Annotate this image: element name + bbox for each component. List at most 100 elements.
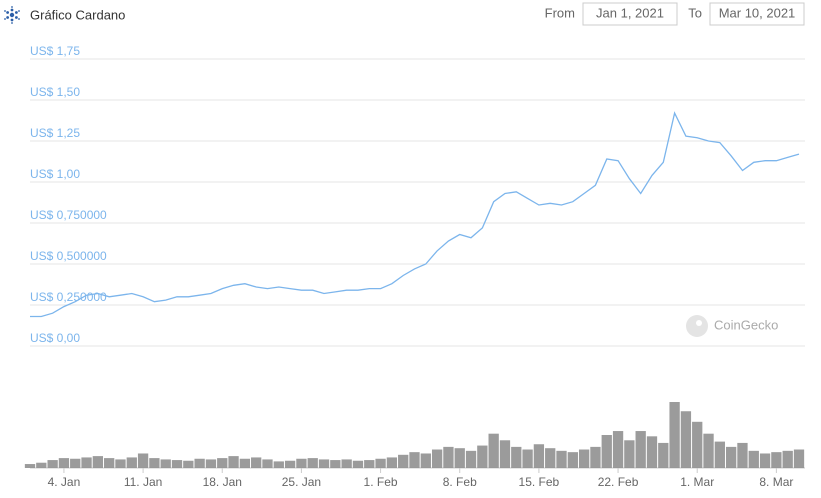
volume-bar [92,456,104,468]
volume-bar [522,449,533,468]
volume-bar [36,462,47,468]
volume-bar [612,431,624,468]
volume-bar [771,452,782,468]
volume-bar [454,448,465,468]
volume-bar [793,449,805,468]
watermark-eye [696,320,702,326]
volume-bar [284,460,296,468]
volume-bar [477,445,488,468]
volume-bar [748,450,759,468]
volume-bar [601,435,612,468]
volume-bar [782,450,793,468]
volume-bar [714,441,725,468]
volume-bar [81,457,92,468]
x-tick-label: 1. Mar [680,475,714,489]
volume-bar [658,442,669,468]
volume-bar [47,460,58,468]
volume-bar [692,421,703,468]
volume-bar [194,458,205,468]
volume-bar [364,460,375,468]
volume-bar [533,444,545,468]
to-label: To [688,5,702,20]
volume-bar [160,459,171,468]
x-tick-label: 25. Jan [282,475,321,489]
watermark-group: CoinGecko [686,315,778,337]
x-tick-label: 11. Jan [124,475,162,489]
volume-bar [375,458,386,468]
volume-bar [386,457,398,468]
volume-bar [24,464,36,468]
volume-bar [465,450,477,468]
x-tick-label: 22. Feb [598,475,639,489]
x-tick-label: 4. Jan [48,475,81,489]
volume-bar [443,446,454,468]
volume-bar [104,458,115,468]
volume-bar [239,458,251,468]
volume-bar [409,452,420,468]
watermark: CoinGecko [714,317,778,332]
volume-bar [137,453,149,468]
to-input[interactable] [709,2,805,26]
volume-bar [669,402,680,468]
volume-bar [352,460,364,468]
y-tick-label: US$ 0,750000 [30,208,107,222]
y-tick-label: US$ 1,75 [30,44,80,58]
y-tick-label: US$ 0,250000 [30,290,107,304]
from-input[interactable] [582,2,678,26]
volume-bar [273,461,284,468]
volume-bar [171,460,183,468]
volume-bar [725,446,737,468]
volume-bar [58,458,70,468]
volume-bar [126,457,137,468]
y-tick-label: US$ 0,500000 [30,249,107,263]
volume-bar [511,446,522,468]
volume-bar [646,436,658,468]
volume-bar [183,460,194,468]
volume-bar [115,459,126,468]
y-tick-label: US$ 0,00 [30,331,80,345]
from-label: From [545,5,575,20]
volume-bar [330,460,341,468]
chart-title: Gráfico Cardano [30,7,125,22]
volume-bar [217,458,228,468]
volume-bar [624,440,635,468]
volume-bar [431,449,443,468]
price-line [30,111,800,318]
volume-bar [635,431,646,468]
volume-bar [341,459,352,468]
from-value[interactable]: Jan 1, 2021 [596,5,664,20]
volume-bar [398,454,409,468]
volume-bar [70,458,81,468]
logo [4,6,20,24]
volume-bar [556,450,567,468]
volume-bar [488,433,499,468]
volume-bar [420,453,431,468]
to-value[interactable]: Mar 10, 2021 [719,5,796,20]
volume-bar [759,453,771,468]
x-tick-label: 1. Feb [364,475,398,489]
volume-bar [545,448,556,468]
x-tick-label: 15. Feb [519,475,560,489]
x-tick-label: 8. Feb [443,475,477,489]
y-tick-label: US$ 1,00 [30,167,80,181]
x-tick-label: 8. Mar [759,475,793,489]
volume-bar [149,458,160,468]
volume-bar [499,440,511,468]
volume-bar [262,459,273,468]
volume-bar [205,459,217,468]
volume-bar [680,411,692,468]
volume-bar [590,446,601,468]
y-tick-label: US$ 1,50 [30,85,80,99]
volume-bar [703,433,714,468]
volume-bar [737,442,748,468]
volume-bar [228,456,239,468]
volume-bar [567,452,578,468]
y-tick-label: US$ 1,25 [30,126,80,140]
watermark-icon [686,315,708,337]
volume-bar [296,458,307,468]
volume-bar [307,458,318,468]
x-tick-label: 18. Jan [203,475,242,489]
volume-bar [251,457,262,468]
volume-bar [318,459,330,468]
